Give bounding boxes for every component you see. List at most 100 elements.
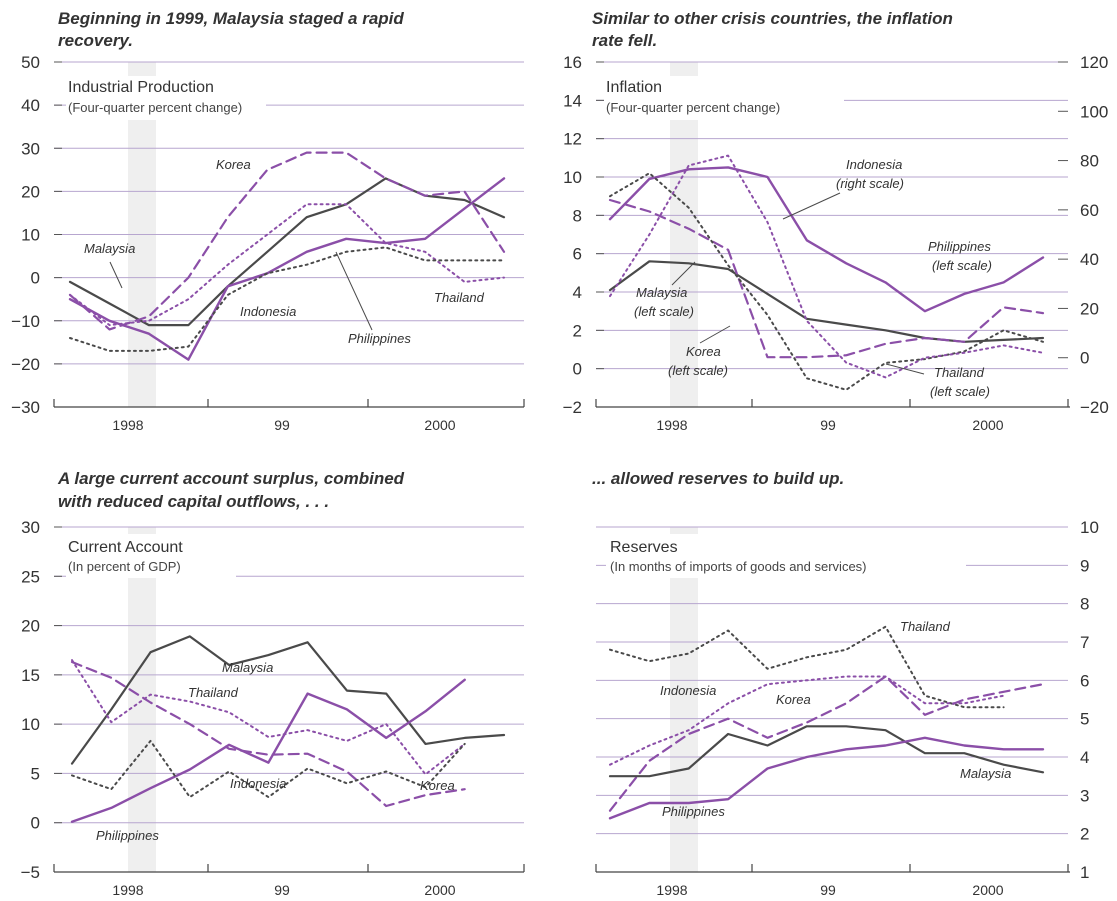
y-tick-label: 8	[573, 206, 582, 225]
y-tick-label: 5	[31, 764, 40, 783]
label-korea-scale: (left scale)	[668, 363, 728, 378]
x-tick-label: 1998	[656, 882, 687, 898]
panel-current-account: A large current account surplus, combine…	[21, 469, 525, 898]
x-tick-label: 1998	[656, 417, 687, 433]
y-tick-label: 3	[1080, 786, 1089, 805]
panel-subtitle: (Four-quarter percent change)	[606, 100, 780, 115]
plot-area	[608, 154, 1045, 391]
series-philippines	[70, 678, 466, 823]
label-korea: Korea	[686, 344, 721, 359]
y-tick-label: −2	[563, 398, 582, 417]
series-thailand	[609, 625, 1005, 709]
x-tick-label: 99	[820, 882, 836, 898]
y-tick-labels: 50 40 30 20 10 0 −10 −20 −30	[11, 53, 40, 417]
y-tick-label: 7	[1080, 633, 1089, 652]
y-tick-labels: 10 9 8 7 6 5 4 3 2 1	[1080, 518, 1099, 882]
y-tick-label-right: 100	[1080, 102, 1108, 121]
y-tick-label: 5	[1080, 710, 1089, 729]
series-korea	[608, 675, 1045, 812]
series-malaysia	[608, 725, 1045, 778]
annotations: Malaysia Thailand Indonesia Korea Philip…	[96, 660, 455, 843]
y-tick-label: 20	[21, 617, 40, 636]
y-tick-label: 14	[563, 91, 582, 110]
label-malaysia: Malaysia	[84, 241, 135, 256]
annotations: Malaysia Korea Indonesia Philippines Tha…	[84, 157, 485, 346]
x-tick-label: 1998	[112, 417, 143, 433]
label-philippines: Philippines	[96, 828, 159, 843]
series-korea-left-scale	[608, 198, 1045, 359]
x-tick-label: 2000	[424, 417, 455, 433]
x-tick-label: 99	[820, 417, 836, 433]
panel-title: Reserves	[610, 539, 678, 556]
title-backing	[66, 534, 236, 578]
label-philippines: Philippines	[662, 804, 725, 819]
title-backing	[606, 534, 966, 578]
gridlines	[54, 526, 524, 873]
y-tick-label: 6	[1080, 671, 1089, 690]
leader-philippines	[335, 251, 373, 331]
y-tick-label: 15	[21, 666, 40, 685]
label-korea: Korea	[216, 157, 251, 172]
headline-line-2: with reduced capital outflows, . . .	[58, 492, 329, 511]
series-korea	[68, 151, 506, 331]
headline-line-1: ... allowed reserves to build up.	[592, 469, 844, 488]
series-thailand-left-scale	[609, 172, 1044, 391]
x-tick-label: 1998	[112, 882, 143, 898]
y-tick-label: 25	[21, 567, 40, 586]
y-tick-label: 1	[1080, 863, 1089, 882]
x-tick-label: 2000	[972, 417, 1003, 433]
series-philippines	[608, 736, 1045, 820]
label-malaysia: Malaysia	[222, 660, 273, 675]
label-indonesia: Indonesia	[660, 683, 716, 698]
label-malaysia-scale: (left scale)	[634, 304, 694, 319]
x-tick-label: 2000	[424, 882, 455, 898]
plot-area	[68, 151, 506, 361]
panel-title: Industrial Production	[68, 79, 214, 96]
y-tick-label: −10	[11, 312, 40, 331]
leader-thailand	[885, 363, 925, 375]
panel-subtitle: (Four-quarter percent change)	[68, 100, 242, 115]
label-malaysia: Malaysia	[960, 766, 1011, 781]
label-philippines: Philippines	[928, 239, 991, 254]
series-malaysia	[70, 635, 506, 765]
y-tick-label: 10	[21, 715, 40, 734]
y-tick-label-right: 120	[1080, 53, 1108, 72]
leader-malaysia	[109, 261, 123, 289]
y-tick-label: 16	[563, 53, 582, 72]
y-tick-label: 30	[21, 518, 40, 537]
headline-line-1: A large current account surplus, combine…	[57, 469, 405, 488]
headline-line-1: Beginning in 1999, Malaysia staged a rap…	[58, 9, 404, 28]
series-thailand	[69, 246, 505, 352]
y-tick-label: 30	[21, 139, 40, 158]
x-axis: 1998 99 2000	[595, 399, 1070, 433]
label-korea: Korea	[776, 692, 811, 707]
label-philippines: Philippines	[348, 331, 411, 346]
annotations: Indonesia (right scale) Philippines (lef…	[634, 157, 992, 399]
y-tick-label: 40	[21, 96, 40, 115]
y-tick-label: −20	[11, 355, 40, 374]
panel-subtitle: (In months of imports of goods and servi…	[610, 559, 867, 574]
label-indonesia: Indonesia	[230, 776, 286, 791]
y-tick-label: 4	[1080, 748, 1089, 767]
x-tick-label: 2000	[972, 882, 1003, 898]
x-tick-label: 99	[274, 882, 290, 898]
y-tick-label-right: 60	[1080, 201, 1099, 220]
series-thailand	[71, 659, 466, 776]
title-backing	[604, 76, 844, 120]
leader-malaysia	[671, 261, 696, 286]
headline-line-2: rate fell.	[592, 31, 657, 50]
label-indonesia: Indonesia	[846, 157, 902, 172]
y-tick-label: 20	[21, 182, 40, 201]
series-indonesia	[609, 675, 1005, 766]
label-philippines-scale: (left scale)	[932, 258, 992, 273]
label-indonesia-scale: (right scale)	[836, 176, 904, 191]
leader-korea	[699, 325, 731, 344]
x-axis: 1998 99 2000	[595, 864, 1070, 898]
y-tick-label: 50	[21, 53, 40, 72]
panel-industrial-production: Beginning in 1999, Malaysia staged a rap…	[11, 9, 525, 433]
y-tick-label: 4	[573, 283, 582, 302]
label-thailand-scale: (left scale)	[930, 384, 990, 399]
series-indonesia	[71, 739, 466, 799]
leader-indonesia	[782, 192, 841, 220]
